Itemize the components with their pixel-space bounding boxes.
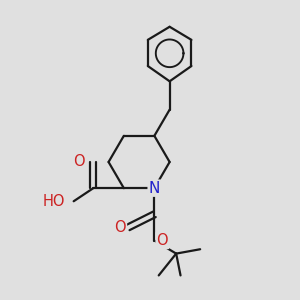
Text: O: O <box>73 154 85 169</box>
Text: HO: HO <box>42 194 65 209</box>
Text: O: O <box>114 220 126 235</box>
Text: N: N <box>149 181 160 196</box>
Text: O: O <box>157 233 168 248</box>
